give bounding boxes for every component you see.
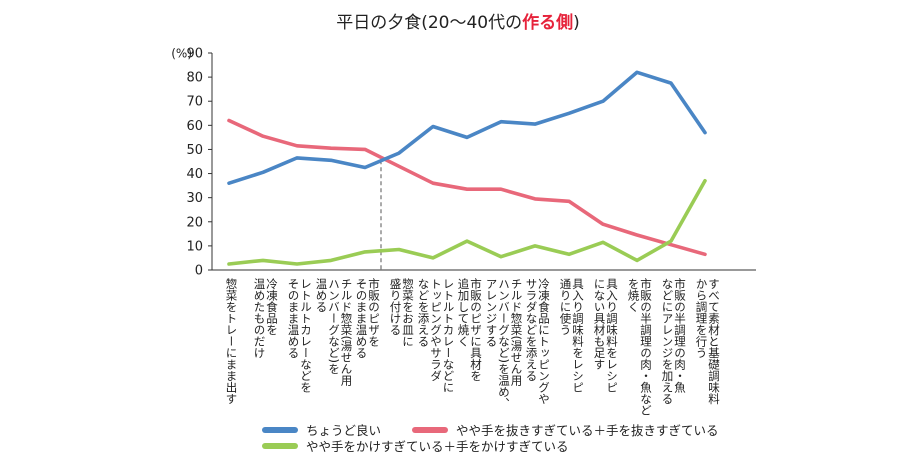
x-category-label: チルド惣菜(湯せん用 ハンバーグなど)を 温める: [314, 278, 354, 386]
data-point: [499, 188, 503, 191]
title-accent: 作る側: [522, 13, 574, 33]
data-point: [397, 248, 401, 251]
x-category-label: レトルトカレーなどを そのまま温める: [286, 278, 314, 393]
y-tick-label: 40: [186, 167, 203, 182]
data-point: [635, 233, 639, 237]
legend-item-too-much: やや手をかけすぎている＋手をかけすぎている: [262, 436, 569, 455]
data-point: [261, 259, 265, 262]
x-category-label: レトルトカレーなどに トッピングやサラダ などを添える: [416, 278, 456, 393]
data-point: [329, 147, 333, 150]
y-tick-label: 50: [186, 143, 203, 158]
x-category-label: 市販の半調理の肉・魚など を焼く: [626, 278, 654, 416]
y-tick-label: 20: [186, 215, 203, 230]
data-point: [227, 119, 231, 122]
series-line-0: [227, 70, 707, 185]
y-tick-label: 80: [186, 71, 203, 86]
x-category-label: 惣菜をお皿に 盛り付ける: [388, 278, 416, 347]
y-tick-label: 70: [186, 95, 203, 110]
data-point: [295, 144, 299, 148]
data-point: [227, 262, 231, 266]
y-tick-label: 10: [186, 239, 203, 254]
data-point: [703, 253, 707, 256]
data-point: [703, 179, 707, 182]
data-point: [363, 148, 367, 151]
x-category-label: 冷凍食品を 温めたものだけ: [252, 278, 280, 359]
x-category-label: 市販のピザに具材を 追加して焼く: [456, 278, 484, 382]
x-category-label: すべて素材と基礎調味料 から調理を行う: [694, 278, 722, 405]
legend-item-too-little: やや手を抜きすぎている＋手を抜きすぎている: [412, 420, 719, 439]
y-tick-label: 30: [186, 191, 203, 206]
data-point: [499, 120, 503, 123]
data-point: [635, 259, 639, 262]
legend-item-ok: ちょうど良い: [262, 420, 381, 439]
data-point: [533, 197, 537, 201]
title-prefix: 平日の夕食(20～40代の: [336, 13, 523, 33]
data-point: [363, 250, 367, 254]
legend-label-ok: ちょうど良い: [306, 423, 382, 438]
legend-swatch-too-little: [412, 426, 448, 433]
data-point: [567, 112, 571, 115]
data-point: [329, 159, 333, 162]
data-point: [397, 165, 401, 168]
y-tick-label: 0: [195, 264, 203, 279]
y-unit-label: (%): [171, 47, 192, 61]
data-point: [669, 81, 673, 85]
series-line-1: [227, 118, 707, 257]
x-category-label: 冷凍食品にトッピングや サラダなどを添える: [524, 278, 552, 405]
data-point: [533, 244, 537, 248]
data-point: [465, 136, 469, 139]
series-line-2: [227, 179, 707, 266]
data-point: [329, 259, 333, 262]
x-category-label: 市販の半調理の肉・魚 などにアレンジを加える: [660, 278, 688, 405]
legend-swatch-ok: [262, 426, 298, 433]
data-point: [295, 262, 299, 266]
data-point: [669, 243, 673, 246]
data-point: [431, 125, 435, 128]
data-point: [601, 241, 605, 244]
data-point: [261, 134, 265, 138]
data-point: [669, 239, 673, 243]
data-point: [227, 182, 231, 185]
legend-label-too-much: やや手をかけすぎている＋手をかけすぎている: [306, 439, 569, 454]
data-point: [533, 122, 537, 126]
data-point: [363, 166, 367, 169]
data-point: [465, 188, 469, 191]
x-category-label: 惣菜をトレーにまま出す: [224, 278, 239, 405]
legend-label-too-little: やや手を抜きすぎている＋手を抜きすぎている: [456, 423, 719, 438]
data-point: [567, 200, 571, 203]
legend-swatch-too-much: [262, 442, 298, 449]
x-category-label: チルド惣菜(湯せん用 ハンバーグなど)を温め、 アレンジする: [484, 278, 524, 409]
x-category-label: 具入り調味料をレシピ にない具材も足す: [592, 278, 620, 393]
title-suffix: ): [573, 13, 580, 33]
y-tick-label: 90: [186, 47, 203, 62]
data-point: [567, 253, 571, 256]
y-tick-label: 60: [186, 119, 203, 134]
chart-title: 平日の夕食(20～40代の作る側): [0, 8, 916, 33]
data-point: [465, 239, 469, 243]
data-point: [601, 100, 605, 103]
data-point: [397, 151, 401, 155]
data-point: [499, 255, 503, 258]
data-point: [261, 171, 265, 174]
data-point: [431, 182, 435, 185]
data-point: [431, 256, 435, 260]
data-point: [295, 156, 299, 160]
data-point: [703, 131, 707, 134]
x-category-label: 市販のピザを そのまま温める: [354, 278, 382, 359]
data-point: [635, 71, 639, 74]
data-point: [601, 222, 605, 226]
x-category-label: 具入り調味料をレシピ 通りに使う: [558, 278, 586, 393]
